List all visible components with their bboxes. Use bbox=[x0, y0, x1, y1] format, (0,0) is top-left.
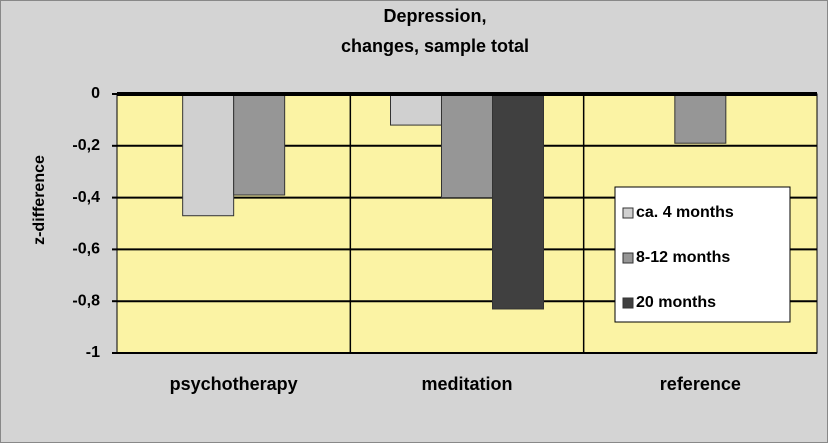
x-tick-label: reference bbox=[660, 374, 741, 394]
legend bbox=[614, 186, 791, 323]
y-tick-label: -0,4 bbox=[72, 189, 100, 206]
bar bbox=[492, 93, 544, 310]
y-axis-label: z-difference bbox=[31, 155, 48, 245]
y-tick-label: -0,2 bbox=[72, 137, 100, 154]
legend-swatch bbox=[622, 297, 634, 309]
legend-swatch bbox=[622, 207, 634, 219]
chart-title: Depression, bbox=[383, 6, 486, 26]
bar bbox=[233, 93, 286, 196]
y-tick-label: -1 bbox=[86, 344, 100, 361]
legend-swatch bbox=[622, 252, 634, 264]
bar bbox=[441, 93, 493, 199]
x-tick-label: psychotherapy bbox=[170, 374, 298, 394]
legend-label: 20 months bbox=[636, 294, 716, 311]
bar bbox=[390, 93, 442, 126]
y-tick-label: -0,8 bbox=[72, 292, 100, 309]
x-tick-label: meditation bbox=[421, 374, 512, 394]
legend-label: 8-12 months bbox=[636, 249, 730, 266]
chart-title: changes, sample total bbox=[341, 36, 529, 56]
y-tick-label: -0,6 bbox=[72, 241, 100, 258]
legend-label: ca. 4 months bbox=[636, 204, 734, 221]
bar bbox=[674, 93, 727, 144]
bar bbox=[182, 93, 235, 217]
y-tick-label: 0 bbox=[91, 85, 100, 102]
